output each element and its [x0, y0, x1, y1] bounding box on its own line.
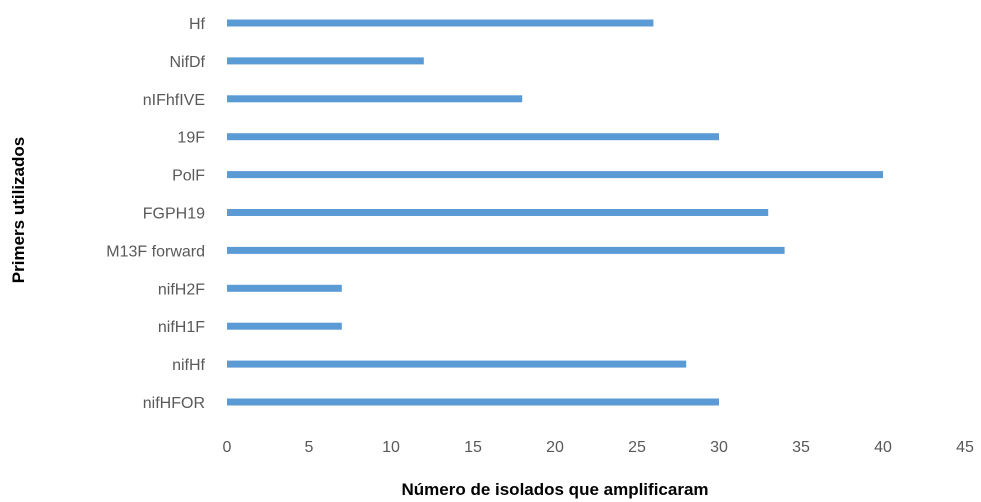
bar-nifh2f: [227, 284, 342, 292]
x-tick-label: 20: [546, 439, 564, 456]
category-label: Hf: [189, 16, 206, 33]
x-tick-label: 35: [792, 439, 810, 456]
bar-nifhf: [227, 360, 687, 368]
category-label: nIFhfIVE: [143, 92, 205, 109]
category-label: nifHf: [172, 357, 205, 374]
y-axis-title: Primers utilizados: [9, 137, 28, 283]
category-label: nifH1F: [158, 319, 205, 336]
bar-nifh1f: [227, 322, 342, 330]
x-tick-label: 45: [956, 439, 974, 456]
category-label: M13F forward: [106, 243, 205, 260]
category-label: FGPH19: [143, 206, 205, 223]
category-label: nifHFOR: [143, 395, 205, 412]
bar-m13f-forward: [227, 246, 785, 254]
bars-group: [227, 19, 883, 406]
bar-nifhfor: [227, 398, 719, 406]
x-tick-label: 25: [628, 439, 646, 456]
bar-nifdf: [227, 57, 424, 65]
bar-fgph19: [227, 209, 769, 216]
x-tick-label: 10: [382, 439, 400, 456]
category-labels: nifHFOR nifHf nifH1F nifH2F M13F forward FGPH…: [106, 16, 205, 412]
x-tick-label: 15: [464, 439, 482, 456]
bar-nifhfive: [227, 95, 523, 103]
bar-19f: [227, 133, 719, 141]
category-label: nifH2F: [158, 281, 205, 298]
bar-polf: [227, 171, 883, 179]
x-tick-label: 40: [874, 439, 892, 456]
x-tick-label: 0: [223, 439, 232, 456]
category-label: 19F: [177, 130, 205, 147]
x-tick-labels: 0 5 10 15 20 25 30 35 40 45: [223, 439, 974, 456]
x-tick-label: 30: [710, 439, 728, 456]
category-label: NifDf: [169, 54, 205, 71]
x-tick-label: 5: [305, 439, 314, 456]
bar-hf: [227, 19, 654, 27]
category-label: PolF: [172, 168, 205, 185]
x-axis-title: Número de isolados que amplificaram: [401, 480, 708, 499]
